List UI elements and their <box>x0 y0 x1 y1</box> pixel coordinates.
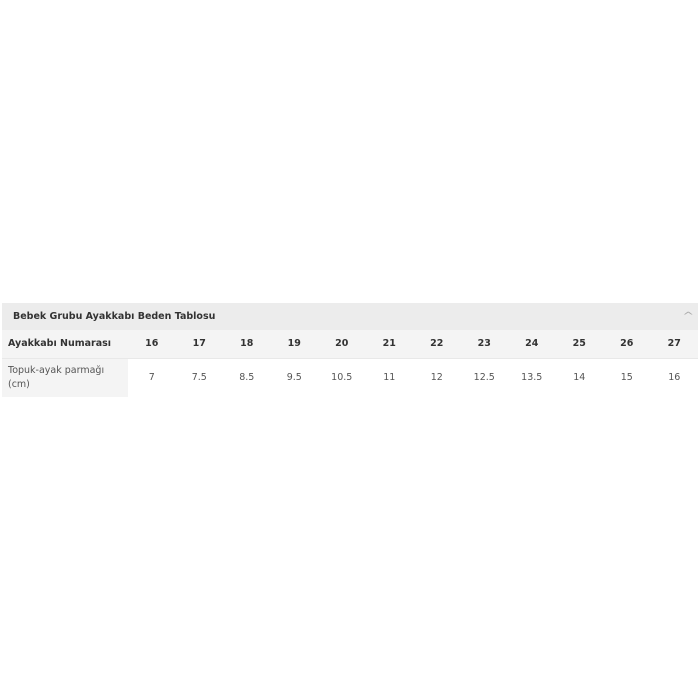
panel-header[interactable]: Bebek Grubu Ayakkabı Beden Tablosu ^ <box>2 303 698 330</box>
size-header: 17 <box>192 338 206 350</box>
length-cell: 8.5 <box>239 372 255 384</box>
length-cell: 16 <box>668 372 681 384</box>
size-header: 26 <box>620 338 634 350</box>
row-label: Topuk-ayak parmağı (cm) <box>2 358 128 397</box>
chevron-up-icon[interactable]: ^ <box>681 311 694 322</box>
size-header: 23 <box>477 338 491 350</box>
row-label: Ayakkabı Numarası <box>8 338 112 350</box>
panel-title: Bebek Grubu Ayakkabı Beden Tablosu <box>13 311 216 322</box>
size-header: 25 <box>572 338 586 350</box>
size-header: 24 <box>525 338 539 350</box>
length-cell: 15 <box>620 372 633 384</box>
size-table: Ayakkabı Numarası 16 17 18 19 20 21 22 23 24 25 26… <box>2 330 698 397</box>
length-cell: 9.5 <box>286 372 302 384</box>
size-header: 27 <box>667 338 681 350</box>
size-header: 22 <box>430 338 444 350</box>
size-header: 18 <box>240 338 254 350</box>
length-cell: 7 <box>148 372 155 384</box>
length-cell: 7.5 <box>191 372 207 384</box>
table-row: Topuk-ayak parmağı (cm) 7 7.5 8.5 9.5 10.5 11… <box>2 358 698 397</box>
length-cell: 13.5 <box>521 372 543 384</box>
size-header: 20 <box>335 338 349 350</box>
table-header-row: Ayakkabı Numarası 16 17 18 19 20 21 22 23 24 25 26… <box>2 330 698 358</box>
size-header: 21 <box>382 338 396 350</box>
length-cell: 12.5 <box>473 372 495 384</box>
size-header: 19 <box>287 338 301 350</box>
length-cell: 10.5 <box>331 372 353 384</box>
length-cell: 11 <box>383 372 396 384</box>
length-cell: 14 <box>573 372 586 384</box>
size-chart-panel: Bebek Grubu Ayakkabı Beden Tablosu ^ Aya… <box>2 303 698 397</box>
size-header: 16 <box>145 338 159 350</box>
length-cell: 12 <box>430 372 443 384</box>
